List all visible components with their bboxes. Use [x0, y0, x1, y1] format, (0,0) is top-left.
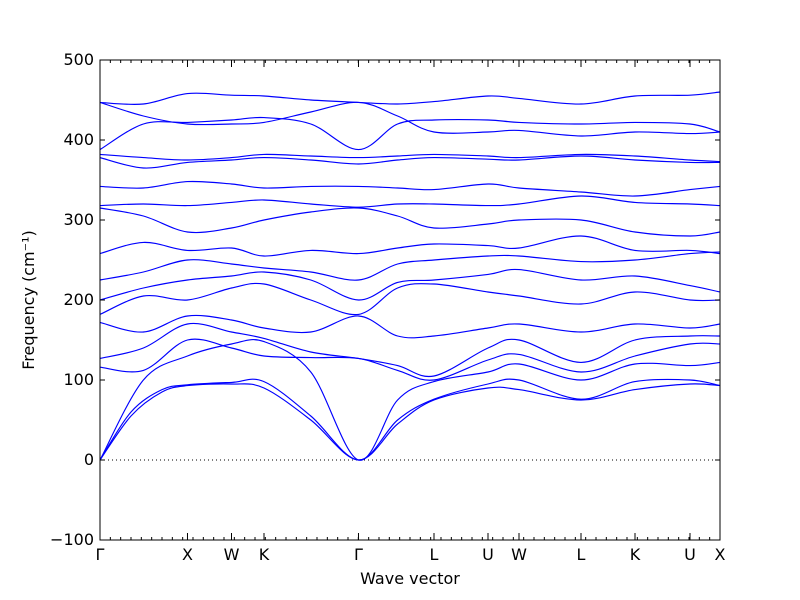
phonon-band-10	[100, 235, 720, 257]
phonon-band-13	[100, 180, 720, 197]
y-tick-label: 200	[63, 290, 94, 309]
x-tick-label: K	[259, 545, 270, 564]
y-axis-title: Frequency (cm⁻¹)	[19, 230, 38, 369]
phonon-band-9	[100, 251, 720, 281]
x-tick-label: X	[182, 545, 193, 564]
phonon-band-7	[100, 282, 720, 316]
phonon-band-12	[100, 195, 720, 208]
phonon-band-1	[100, 383, 720, 461]
phonon-band-11	[100, 207, 720, 237]
phonon-band-5	[100, 322, 720, 378]
y-tick-label: −100	[50, 530, 94, 549]
x-tick-label: X	[715, 545, 726, 564]
x-axis-title: Wave vector	[360, 569, 460, 588]
x-tick-label: L	[577, 545, 586, 564]
phonon-bands	[100, 91, 720, 461]
phonon-band-3	[100, 339, 720, 461]
plot-frame	[99, 59, 721, 541]
phonon-band-16	[100, 116, 720, 151]
y-tick-label: 400	[63, 130, 94, 149]
x-tick-label: U	[684, 545, 696, 564]
phonon-band-2	[100, 378, 720, 461]
y-tick-label: 300	[63, 210, 94, 229]
y-tick-label: 100	[63, 370, 94, 389]
phonon-band-4	[100, 338, 720, 381]
x-tick-label: U	[482, 545, 494, 564]
x-tick-label: W	[224, 545, 240, 564]
phonon-band-8	[100, 268, 720, 301]
phonon-band-17	[100, 101, 720, 137]
y-tick-label: 500	[63, 50, 94, 69]
y-tick-label: 0	[84, 450, 94, 469]
phonon-band-18	[100, 91, 720, 105]
x-tick-label: W	[511, 545, 527, 564]
x-tick-label: Γ	[354, 545, 363, 564]
phonon-band-15	[100, 153, 720, 163]
x-tick-label: L	[430, 545, 439, 564]
x-tick-label: K	[630, 545, 641, 564]
y-axis-ticks: −100 0 100 200 300 400 500	[50, 50, 720, 549]
x-tick-label: Γ	[96, 545, 105, 564]
phonon-band-14	[100, 155, 720, 169]
phonon-band-6	[100, 314, 720, 339]
